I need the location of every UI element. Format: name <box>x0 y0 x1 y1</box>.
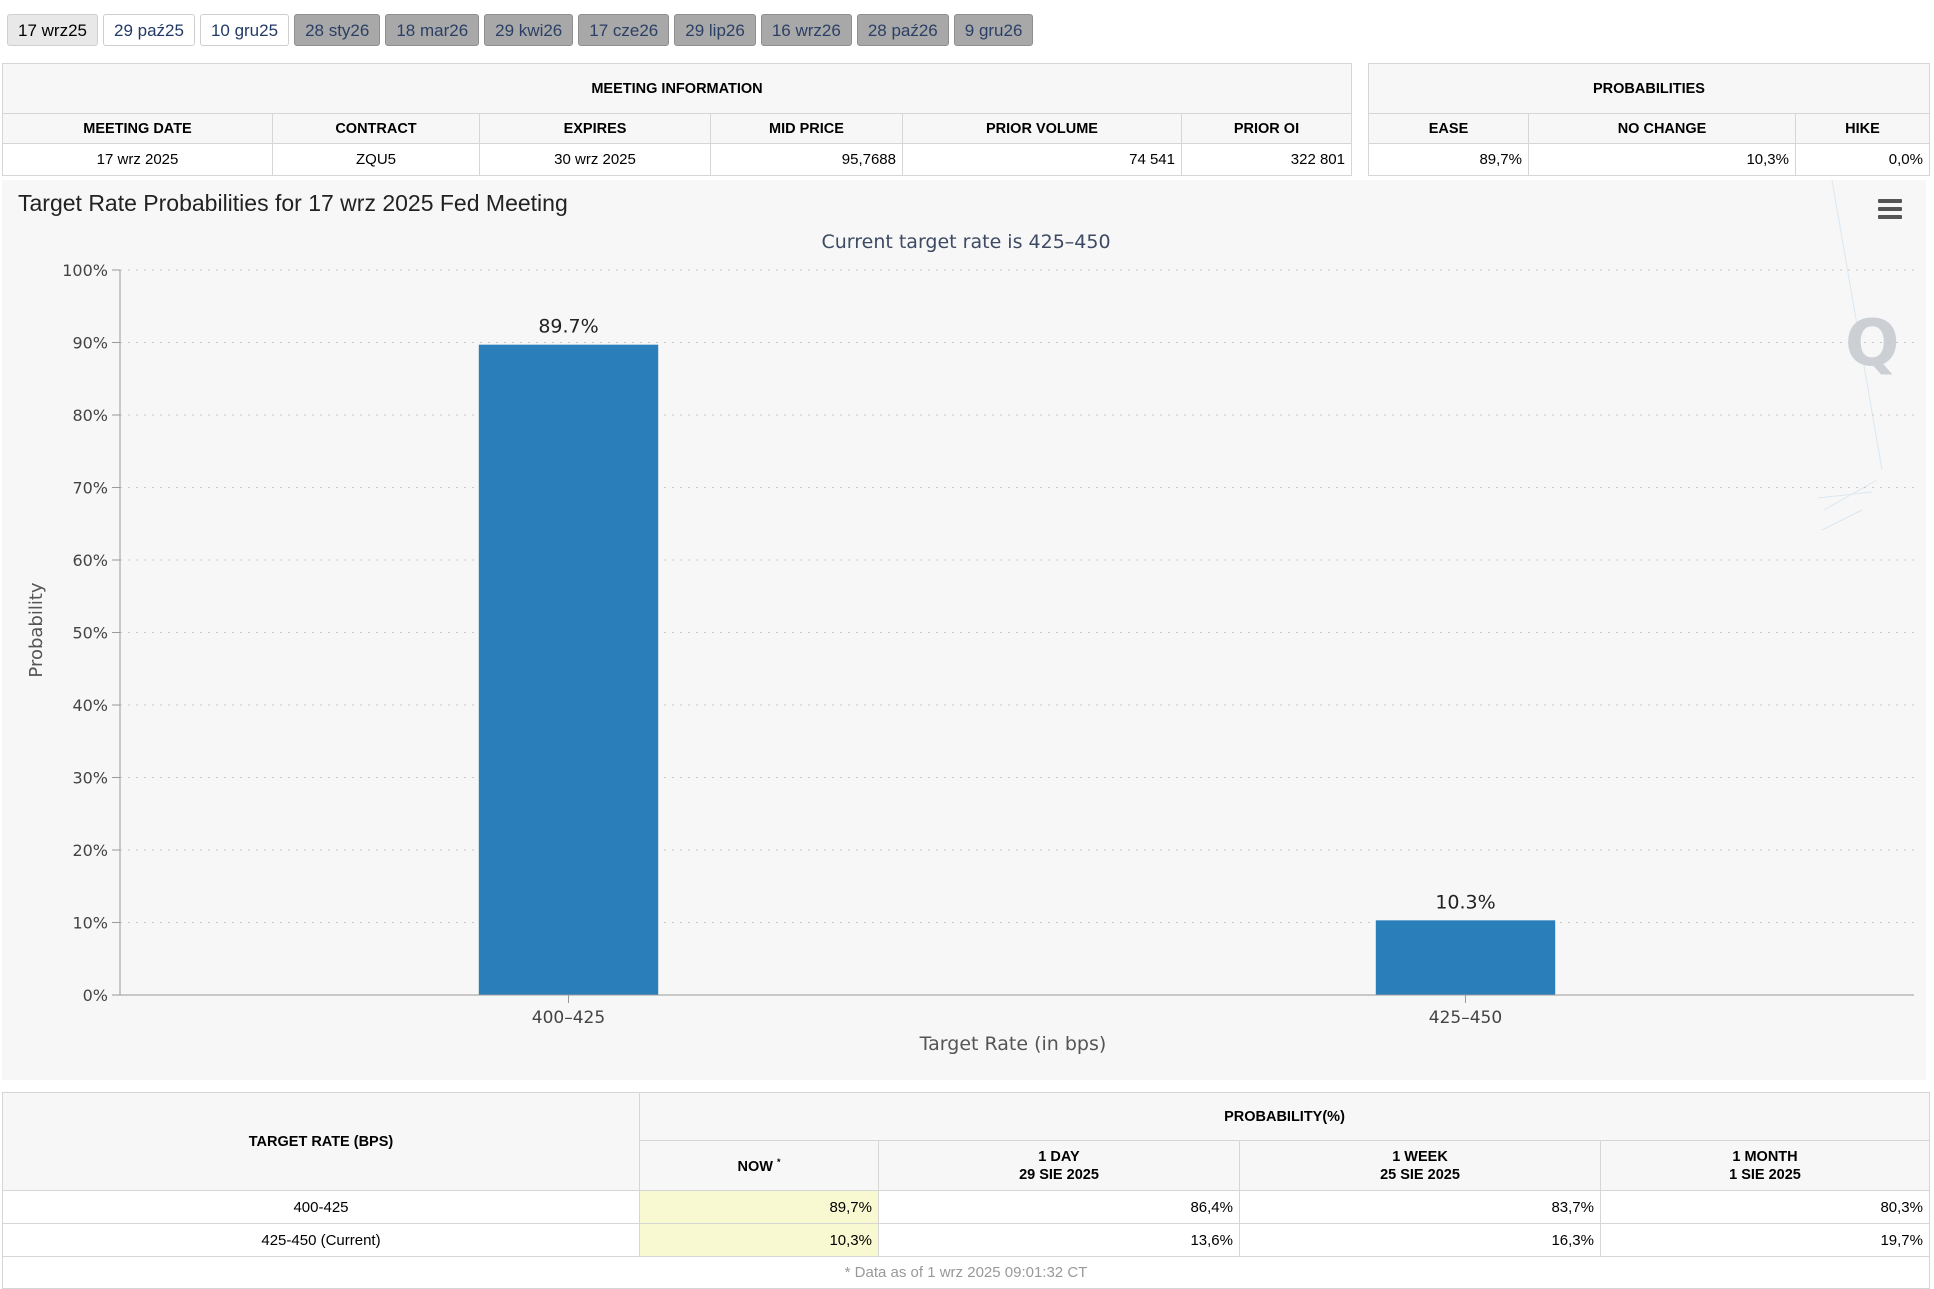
svg-text:Q: Q <box>1845 307 1899 381</box>
probability-bar-chart: Q Current target rate is 425–450 0% 10% 20… <box>26 180 1914 1055</box>
table-row: 425-450 (Current) 10,3% 13,6% 16,3% 19,7… <box>2 1223 1930 1257</box>
col-now-label: NOW <box>737 1158 773 1175</box>
col-now: NOW * <box>639 1140 879 1191</box>
now-marker: * <box>776 1156 781 1167</box>
col-probability: PROBABILITY(%) <box>639 1092 1930 1141</box>
tab-29-paź25[interactable]: 29 paź25 <box>102 14 195 46</box>
tab-28-paź26[interactable]: 28 paź26 <box>856 14 949 46</box>
y-tick-label: 20% <box>72 841 108 860</box>
tab-29-lip26[interactable]: 29 lip26 <box>674 14 756 46</box>
x-axis-label: Target Rate (in bps) <box>919 1033 1107 1055</box>
col-ease: EASE <box>1368 113 1529 144</box>
col-1-day-label: 1 DAY <box>1038 1148 1080 1165</box>
meeting-date-tabs: 17 wrz25 29 paź25 10 gru25 28 sty26 18 mar26… <box>7 14 1034 46</box>
col-prior-oi: PRIOR OI <box>1181 113 1352 144</box>
y-tick-label: 100% <box>62 261 108 280</box>
col-target-rate: TARGET RATE (BPS) <box>2 1092 640 1191</box>
data-label: 10.3% <box>1435 891 1495 913</box>
hike-value: 0,0% <box>1795 143 1930 176</box>
tab-17-cze26[interactable]: 17 cze26 <box>578 14 670 46</box>
y-tick-label: 70% <box>72 479 108 498</box>
no-change-value: 10,3% <box>1528 143 1796 176</box>
x-tick-label: 400–425 <box>532 1008 605 1028</box>
chart-panel: Target Rate Probabilities for 17 wrz 202… <box>2 180 1926 1080</box>
col-meeting-date: MEETING DATE <box>2 113 273 144</box>
week-cell: 16,3% <box>1239 1223 1601 1257</box>
col-hike: HIKE <box>1795 113 1930 144</box>
col-expires: EXPIRES <box>479 113 711 144</box>
y-tick-label: 80% <box>72 406 108 425</box>
table-row: 400-425 89,7% 86,4% 83,7% 80,3% <box>2 1190 1930 1224</box>
tab-9-gru26[interactable]: 9 gru26 <box>953 14 1034 46</box>
hamburger-menu-icon[interactable] <box>1878 199 1902 221</box>
rate-cell: 400-425 <box>2 1190 640 1224</box>
probabilities-table: PROBABILITIES EASE NO CHANGE HIKE 89,7% … <box>1368 63 1930 176</box>
tab-16-wrz26[interactable]: 16 wrz26 <box>760 14 852 46</box>
rate-cell: 425-450 (Current) <box>2 1223 640 1257</box>
chart-subtitle: Current target rate is 425–450 <box>821 231 1110 253</box>
y-tick-label: 0% <box>83 986 108 1005</box>
col-prior-volume: PRIOR VOLUME <box>902 113 1182 144</box>
contract-value: ZQU5 <box>272 143 480 176</box>
tab-28-sty26[interactable]: 28 sty26 <box>294 14 381 46</box>
x-tick-label: 425–450 <box>1429 1008 1502 1028</box>
y-tick-label: 10% <box>72 914 108 933</box>
tab-29-kwi26[interactable]: 29 kwi26 <box>484 14 574 46</box>
col-no-change: NO CHANGE <box>1528 113 1796 144</box>
month-cell: 80,3% <box>1600 1190 1930 1224</box>
month-cell: 19,7% <box>1600 1223 1930 1257</box>
y-tick-label: 90% <box>72 334 108 353</box>
col-1-month-date: 1 SIE 2025 <box>1729 1166 1801 1183</box>
week-cell: 83,7% <box>1239 1190 1601 1224</box>
q-logo-icon: Q <box>1817 180 1899 531</box>
col-1-week: 1 WEEK 25 SIE 2025 <box>1239 1140 1601 1191</box>
col-contract: CONTRACT <box>272 113 480 144</box>
prior-oi-value: 322 801 <box>1181 143 1352 176</box>
col-mid-price: MID PRICE <box>710 113 903 144</box>
col-1-month-label: 1 MONTH <box>1732 1148 1798 1165</box>
y-axis-label: Probability <box>26 582 47 677</box>
chart-title: Target Rate Probabilities for 17 wrz 202… <box>18 190 568 216</box>
day-cell: 13,6% <box>878 1223 1240 1257</box>
ease-value: 89,7% <box>1368 143 1529 176</box>
tab-10-gru25[interactable]: 10 gru25 <box>199 14 290 46</box>
mid-price-value: 95,7688 <box>710 143 903 176</box>
col-1-month: 1 MONTH 1 SIE 2025 <box>1600 1140 1930 1191</box>
col-1-week-date: 25 SIE 2025 <box>1380 1166 1460 1183</box>
data-label: 89.7% <box>538 316 598 338</box>
target-rate-probability-table: TARGET RATE (BPS) PROBABILITY(%) NOW * 1… <box>2 1092 1930 1289</box>
tab-18-mar26[interactable]: 18 mar26 <box>385 14 480 46</box>
meeting-information-table: MEETING INFORMATION MEETING DATE CONTRAC… <box>2 63 1352 176</box>
now-cell: 10,3% <box>639 1223 879 1257</box>
probabilities-header: PROBABILITIES <box>1368 63 1930 114</box>
y-tick-label: 60% <box>72 551 108 570</box>
col-1-day-date: 29 SIE 2025 <box>1019 1166 1099 1183</box>
col-1-week-label: 1 WEEK <box>1392 1148 1448 1165</box>
meeting-date-value: 17 wrz 2025 <box>2 143 273 176</box>
y-tick-label: 30% <box>72 769 108 788</box>
y-tick-label: 40% <box>72 696 108 715</box>
now-cell: 89,7% <box>639 1190 879 1224</box>
bar-400–425[interactable] <box>478 344 659 995</box>
y-tick-label: 50% <box>72 624 108 643</box>
col-1-day: 1 DAY 29 SIE 2025 <box>878 1140 1240 1191</box>
expires-value: 30 wrz 2025 <box>479 143 711 176</box>
tab-17-wrz25[interactable]: 17 wrz25 <box>7 14 98 46</box>
meeting-information-header: MEETING INFORMATION <box>2 63 1352 114</box>
bar-425–450[interactable] <box>1375 920 1556 995</box>
day-cell: 86,4% <box>878 1190 1240 1224</box>
prior-volume-value: 74 541 <box>902 143 1182 176</box>
